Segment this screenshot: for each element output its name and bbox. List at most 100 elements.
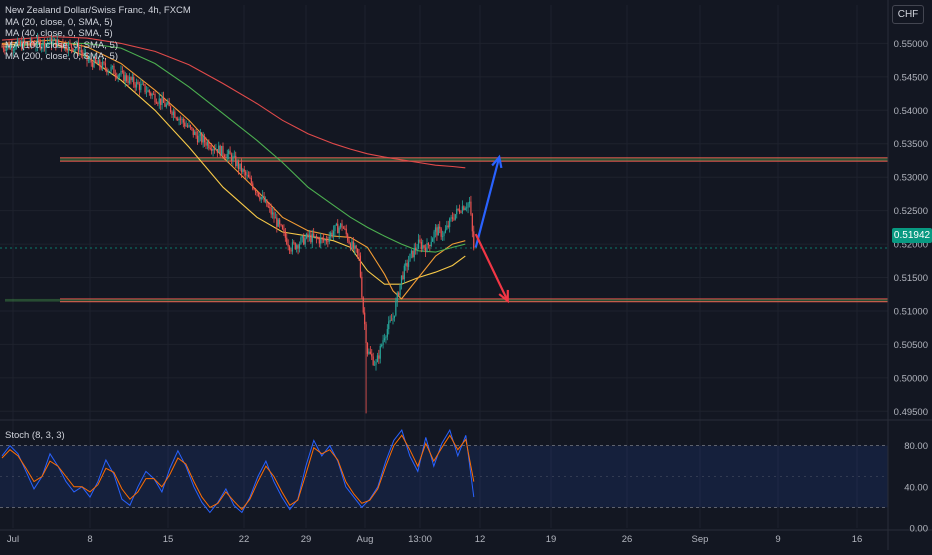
candle-body: [321, 237, 323, 239]
candle-body: [72, 47, 74, 52]
y-tick-label: 0.49500: [894, 407, 928, 418]
candle-body: [403, 265, 405, 280]
candle-body: [466, 207, 468, 209]
last-price-tag: 0.51942: [892, 228, 932, 243]
candle-body: [366, 342, 369, 354]
candle-body: [89, 58, 91, 61]
candle-body: [25, 42, 27, 44]
arrow-head-up: [491, 154, 503, 169]
candle-body: [201, 133, 203, 143]
candle-body: [225, 157, 227, 159]
candle-body: [76, 43, 78, 49]
candle-body: [49, 38, 51, 43]
candle-body: [458, 209, 461, 213]
candle-body: [117, 75, 119, 78]
candle-body: [264, 199, 267, 202]
candle-body: [375, 361, 377, 365]
candle-body: [347, 234, 349, 241]
candle-body: [58, 39, 60, 44]
candle-body: [2, 46, 5, 50]
candle-body: [273, 212, 275, 219]
candle-body: [453, 218, 455, 220]
candle-body: [463, 206, 465, 210]
candle-body: [305, 233, 308, 239]
candle-body: [447, 225, 449, 227]
candle-body: [107, 71, 109, 73]
candle-body: [228, 150, 230, 154]
candle-body: [348, 240, 350, 244]
candle-body: [87, 60, 90, 61]
candle-body: [423, 245, 425, 248]
candle-body: [212, 148, 214, 151]
candle-body: [417, 239, 420, 249]
candle-body: [436, 227, 438, 236]
candle-body: [18, 40, 20, 45]
candle-body: [250, 178, 252, 184]
candle-body: [368, 351, 370, 354]
candle-body: [29, 39, 31, 46]
candle-body: [43, 40, 46, 49]
candle-body: [240, 163, 243, 173]
candle-body: [131, 76, 133, 81]
candle-body: [59, 43, 61, 45]
y-tick-label: 0.55000: [894, 39, 928, 50]
candle-body: [160, 98, 162, 105]
candle-body: [283, 229, 285, 232]
candle-body: [77, 43, 80, 53]
candle-body: [216, 149, 218, 153]
candle-body: [409, 253, 411, 262]
candle-body: [53, 38, 56, 41]
candle-body: [301, 235, 303, 238]
candle-body: [471, 214, 473, 232]
candle-body: [67, 43, 70, 51]
candle-body: [118, 74, 121, 76]
candle-body: [432, 238, 434, 242]
candle-body: [468, 201, 471, 204]
candle-body: [351, 241, 353, 250]
candle-body: [9, 45, 12, 49]
candle-body: [113, 65, 115, 74]
candle-body: [311, 233, 313, 243]
candle-body: [124, 75, 126, 82]
candle-body: [249, 177, 251, 179]
candle-body: [415, 247, 417, 251]
ma200-label[interactable]: MA (200, close, 0, SMA, 5): [5, 51, 118, 62]
candle-body: [274, 217, 277, 219]
candle-body: [372, 356, 374, 366]
candle-body: [60, 43, 63, 47]
candle-body: [186, 125, 189, 127]
candle-body: [294, 242, 296, 249]
candle-body: [213, 148, 216, 150]
candle-body: [399, 284, 401, 296]
candle-body: [331, 232, 333, 236]
y-tick-label: 0.53500: [894, 139, 928, 150]
ma100-label[interactable]: MA (100, close, 0, SMA, 5): [5, 39, 118, 51]
ma20-label[interactable]: MA (20, close, 0, SMA, 5): [5, 16, 113, 28]
candle-body: [116, 75, 118, 78]
candle-body: [288, 246, 291, 251]
candle-body: [253, 188, 255, 190]
ma40-label[interactable]: MA (40, close, 0, SMA, 5): [5, 28, 113, 39]
candle-body: [420, 242, 422, 249]
candle-body: [440, 228, 442, 237]
candle-body: [451, 217, 454, 219]
candle-body: [45, 43, 47, 49]
candle-body: [386, 329, 388, 337]
candle-body: [11, 45, 13, 51]
candle-body: [252, 183, 254, 189]
candle-body: [276, 217, 278, 227]
candle-body: [233, 155, 235, 157]
y-tick-label: 0.52000: [894, 240, 928, 251]
candle-body: [281, 225, 284, 230]
candle-body: [291, 242, 294, 252]
candle-body: [277, 219, 279, 227]
candle-body: [254, 189, 257, 193]
candle-body: [229, 150, 231, 155]
projection-arrow-down: [474, 233, 509, 302]
candle-body: [419, 239, 421, 243]
candle-body: [416, 248, 418, 251]
candle-body: [161, 97, 163, 105]
candle-body: [93, 57, 95, 68]
stoch-label[interactable]: Stoch (8, 3, 3): [5, 430, 65, 441]
currency-badge[interactable]: CHF: [892, 5, 924, 24]
